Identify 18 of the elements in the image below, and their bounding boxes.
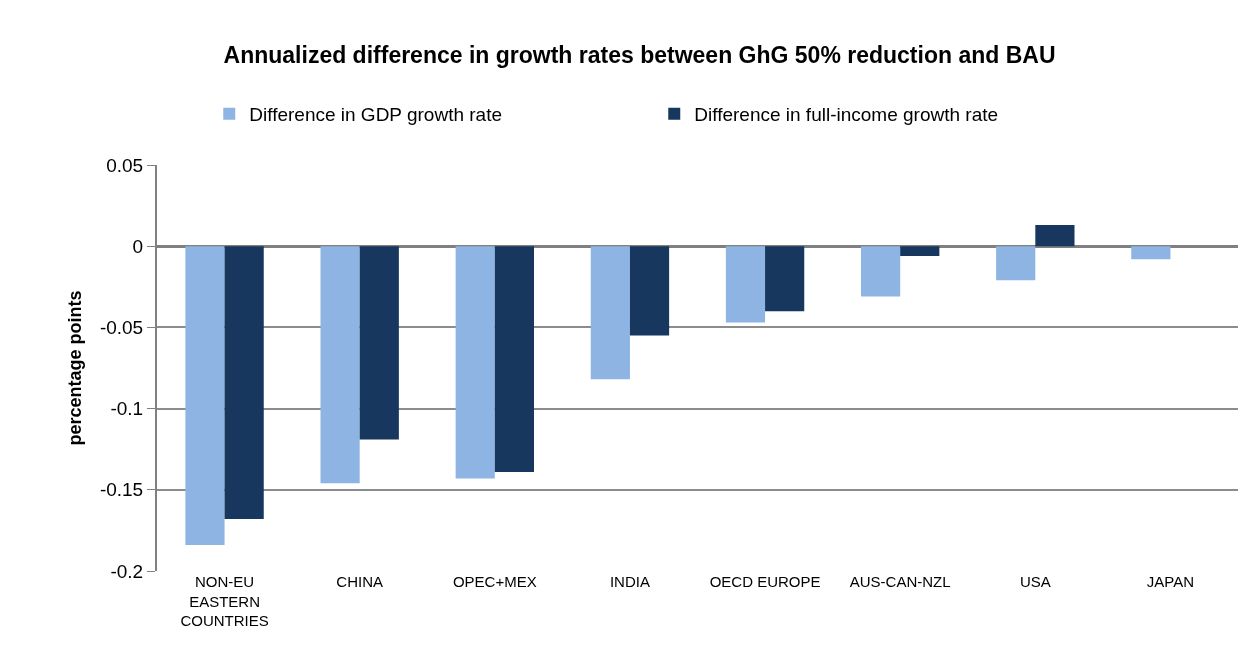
- x-tick-label: JAPAN: [1146, 573, 1195, 590]
- x-tick-label: INDIA: [609, 573, 650, 590]
- y-tick-label: -0.15: [99, 479, 144, 501]
- x-tick-label: CHINA: [336, 573, 384, 590]
- y-tick-label: -0.2: [110, 560, 144, 582]
- legend-label: Difference in full-income growth rate: [694, 104, 999, 126]
- x-tick-label: AUS-CAN-NZL: [849, 573, 951, 590]
- y-tick-label: 0.05: [106, 154, 144, 176]
- y-tick-label: -0.1: [110, 398, 144, 420]
- legend-label: Difference in GDP growth rate: [249, 104, 503, 126]
- x-tick-label: OPEC+MEX: [452, 573, 537, 590]
- x-tick-label: NON-EU EASTERN COUNTRIES: [180, 573, 269, 629]
- y-tick-label: -0.05: [99, 317, 144, 339]
- y-tick-label: 0: [132, 235, 144, 257]
- x-tick-label: OECD EUROPE: [709, 573, 821, 590]
- y-axis-title: percentage points: [64, 290, 85, 446]
- chart-title: Annualized difference in growth rates between GhG 50% reduction and BAU: [223, 42, 1056, 69]
- x-tick-label: USA: [1019, 573, 1051, 590]
